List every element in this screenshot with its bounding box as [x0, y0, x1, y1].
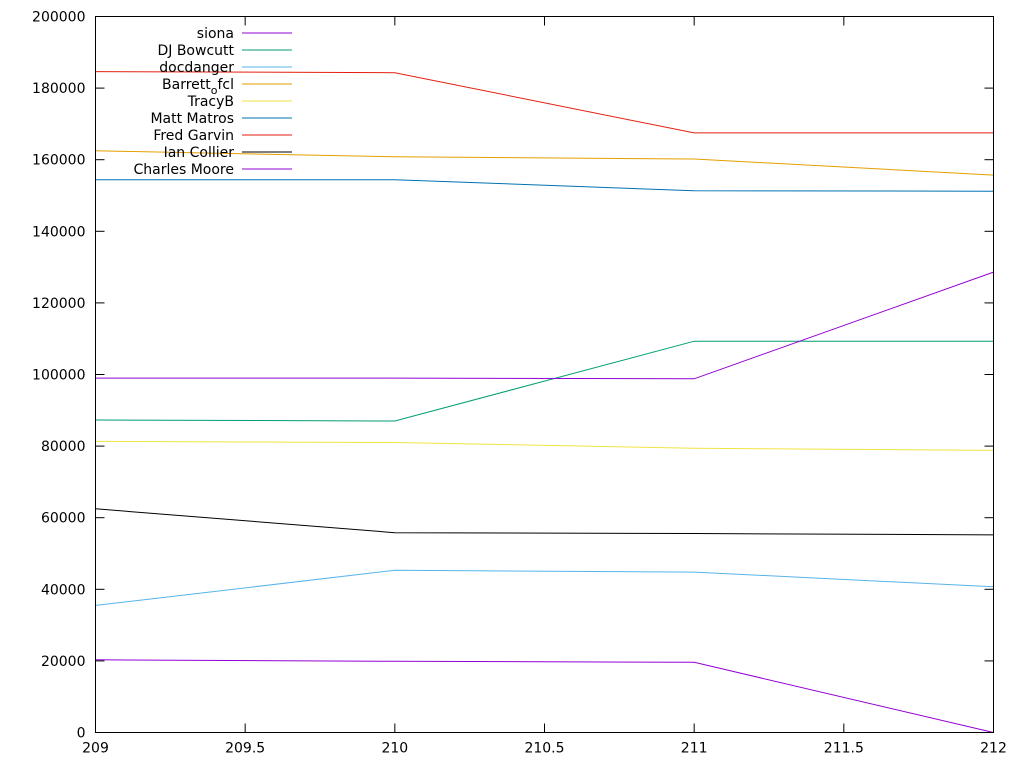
series-line: [95, 440, 994, 451]
legend-label: DJ Bowcutt: [157, 43, 234, 59]
y-tick-label: 20000: [41, 654, 86, 670]
legend-label: Charles Moore: [133, 162, 234, 178]
legend-label: Barrettofcl: [162, 77, 234, 97]
y-tick-label: 180000: [32, 81, 85, 97]
y-tick-label: 0: [77, 726, 86, 742]
x-tick-label: 211: [681, 741, 708, 757]
x-tick-label: 210: [381, 741, 408, 757]
x-tick-label: 211.5: [824, 741, 864, 757]
legend-label: Ian Collier: [164, 145, 235, 161]
series-line: [95, 569, 994, 606]
y-tick-label: 60000: [41, 511, 86, 527]
legend-label: Matt Matros: [150, 111, 234, 127]
legend-label: siona: [197, 26, 234, 42]
y-tick-label: 200000: [32, 10, 85, 26]
y-tick-label: 100000: [32, 368, 85, 384]
y-tick-labels: 0 20000 40000 60000 80000 100000 120000 140000 1…: [32, 10, 85, 742]
x-tick-label: 209: [82, 741, 109, 757]
legend-label: Fred Garvin: [153, 128, 234, 144]
y-tick-label: 80000: [41, 439, 86, 455]
x-tick-label: 210.5: [524, 741, 564, 757]
series-line: [95, 508, 994, 536]
legend-label: TracyB: [187, 94, 234, 110]
x-tick-label: 212: [980, 741, 1007, 757]
y-tick-label: 40000: [41, 582, 86, 598]
x-tick-labels: 209 209.5 210 210.5 211 211.5 212: [82, 741, 1007, 757]
plot-frame: [95, 16, 994, 733]
legend-label: docdanger: [159, 60, 234, 76]
series-lines: [95, 71, 994, 733]
x-tick-label: 209.5: [225, 741, 265, 757]
series-line: [95, 340, 994, 422]
series-line: [95, 659, 994, 733]
series-line: [95, 179, 994, 192]
series-line: [95, 271, 994, 380]
y-tick-label: 140000: [32, 224, 85, 240]
series-line: [95, 71, 994, 134]
series-line: [95, 150, 994, 176]
y-tick-label: 120000: [32, 296, 85, 312]
y-tick-label: 160000: [32, 153, 85, 169]
